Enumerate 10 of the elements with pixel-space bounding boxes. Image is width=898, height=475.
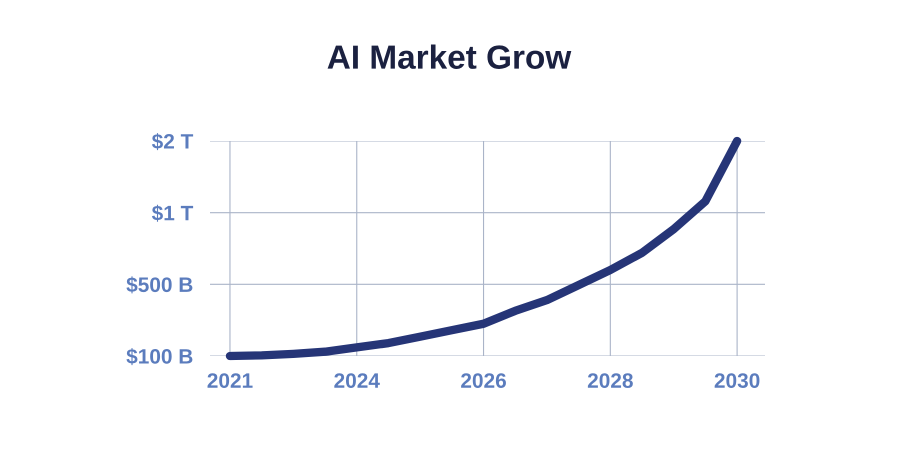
x-tick-label: 2030 (714, 373, 760, 388)
text: $1 T (152, 204, 194, 222)
chart-title: AI Market Grow (328, 44, 572, 69)
x-tick-label: 2026 (461, 373, 506, 388)
x-tick-label: 2024 (334, 373, 380, 388)
text: $2 T (152, 133, 194, 150)
text: $100 B (126, 348, 192, 366)
x-tick-label: 2021 (208, 373, 253, 388)
x-tick-label: 2028 (588, 373, 633, 388)
text: $500 B (126, 276, 192, 294)
